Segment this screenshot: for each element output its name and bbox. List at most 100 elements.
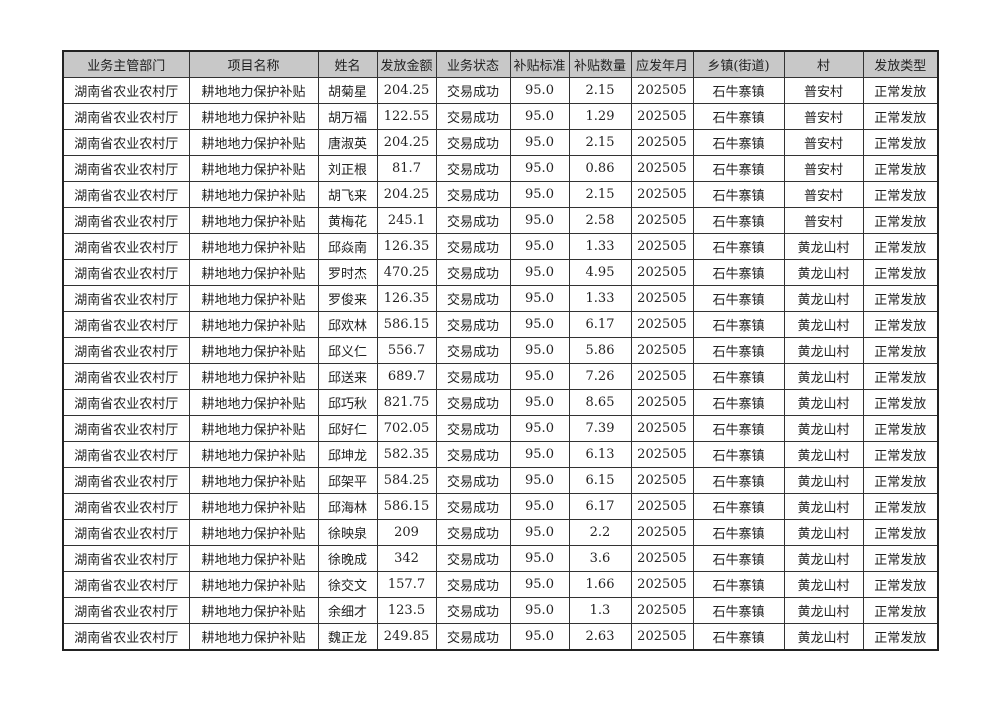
cell-amount: 209 xyxy=(376,519,437,546)
cell-month: 202505 xyxy=(630,259,694,286)
cell-village: 普安村 xyxy=(783,129,864,156)
cell-type: 正常发放 xyxy=(862,597,939,624)
cell-type: 正常发放 xyxy=(862,415,939,442)
cell-township: 石牛寨镇 xyxy=(692,389,785,416)
cell-township: 石牛寨镇 xyxy=(692,519,785,546)
cell-village: 黄龙山村 xyxy=(783,519,864,546)
cell-amount: 126.35 xyxy=(376,233,437,260)
cell-name: 邱海林 xyxy=(317,493,378,520)
cell-department: 湖南省农业农村厅 xyxy=(62,207,190,234)
cell-standard: 95.0 xyxy=(509,181,570,208)
cell-type: 正常发放 xyxy=(862,467,939,494)
cell-standard: 95.0 xyxy=(509,129,570,156)
cell-quantity: 2.15 xyxy=(568,77,632,104)
cell-name: 邱送来 xyxy=(317,363,378,390)
cell-status: 交易成功 xyxy=(435,337,511,364)
cell-project: 耕地地力保护补贴 xyxy=(188,571,319,598)
cell-month: 202505 xyxy=(630,441,694,468)
cell-department: 湖南省农业农村厅 xyxy=(62,181,190,208)
cell-standard: 95.0 xyxy=(509,493,570,520)
cell-village: 黄龙山村 xyxy=(783,259,864,286)
table-row: 湖南省农业农村厅 耕地地力保护补贴 邱义仁 556.7 交易成功 95.0 5.86 2025… xyxy=(62,337,939,364)
cell-month: 202505 xyxy=(630,389,694,416)
cell-project: 耕地地力保护补贴 xyxy=(188,467,319,494)
cell-name: 胡菊星 xyxy=(317,77,378,104)
cell-amount: 586.15 xyxy=(376,311,437,338)
table-row: 湖南省农业农村厅 耕地地力保护补贴 徐晚成 342 交易成功 95.0 3.6 202505 石… xyxy=(62,545,939,572)
cell-type: 正常发放 xyxy=(862,389,939,416)
cell-standard: 95.0 xyxy=(509,155,570,182)
cell-quantity: 6.17 xyxy=(568,311,632,338)
cell-standard: 95.0 xyxy=(509,103,570,130)
cell-village: 黄龙山村 xyxy=(783,311,864,338)
cell-project: 耕地地力保护补贴 xyxy=(188,415,319,442)
cell-amount: 126.35 xyxy=(376,285,437,312)
cell-village: 黄龙山村 xyxy=(783,597,864,624)
cell-department: 湖南省农业农村厅 xyxy=(62,155,190,182)
cell-department: 湖南省农业农村厅 xyxy=(62,545,190,572)
cell-project: 耕地地力保护补贴 xyxy=(188,597,319,624)
cell-status: 交易成功 xyxy=(435,519,511,546)
header-month: 应发年月 xyxy=(630,50,694,78)
cell-village: 黄龙山村 xyxy=(783,363,864,390)
cell-quantity: 1.33 xyxy=(568,285,632,312)
cell-township: 石牛寨镇 xyxy=(692,441,785,468)
cell-project: 耕地地力保护补贴 xyxy=(188,389,319,416)
header-amount: 发放金额 xyxy=(376,50,437,78)
subsidy-table: 业务主管部门 项目名称 姓名 发放金额 业务状态 补贴标准 补贴数量 应发年月 乡镇(街道) 村发… xyxy=(62,50,939,651)
cell-department: 湖南省农业农村厅 xyxy=(62,311,190,338)
cell-quantity: 6.13 xyxy=(568,441,632,468)
cell-amount: 204.25 xyxy=(376,129,437,156)
cell-amount: 245.1 xyxy=(376,207,437,234)
cell-village: 黄龙山村 xyxy=(783,415,864,442)
cell-department: 湖南省农业农村厅 xyxy=(62,597,190,624)
cell-township: 石牛寨镇 xyxy=(692,493,785,520)
cell-month: 202505 xyxy=(630,103,694,130)
header-department: 业务主管部门 xyxy=(62,50,190,78)
table-row: 湖南省农业农村厅 耕地地力保护补贴 唐淑英 204.25 交易成功 95.0 2.15 202… xyxy=(62,129,939,156)
cell-village: 黄龙山村 xyxy=(783,337,864,364)
cell-department: 湖南省农业农村厅 xyxy=(62,441,190,468)
cell-standard: 95.0 xyxy=(509,441,570,468)
cell-village: 黄龙山村 xyxy=(783,441,864,468)
cell-status: 交易成功 xyxy=(435,129,511,156)
cell-status: 交易成功 xyxy=(435,441,511,468)
cell-type: 正常发放 xyxy=(862,207,939,234)
cell-township: 石牛寨镇 xyxy=(692,259,785,286)
cell-month: 202505 xyxy=(630,337,694,364)
cell-department: 湖南省农业农村厅 xyxy=(62,233,190,260)
cell-township: 石牛寨镇 xyxy=(692,129,785,156)
cell-township: 石牛寨镇 xyxy=(692,597,785,624)
cell-month: 202505 xyxy=(630,597,694,624)
cell-township: 石牛寨镇 xyxy=(692,103,785,130)
cell-quantity: 2.15 xyxy=(568,181,632,208)
cell-amount: 204.25 xyxy=(376,77,437,104)
cell-township: 石牛寨镇 xyxy=(692,545,785,572)
cell-project: 耕地地力保护补贴 xyxy=(188,337,319,364)
cell-name: 邱巧秋 xyxy=(317,389,378,416)
cell-quantity: 2.58 xyxy=(568,207,632,234)
cell-name: 邱焱南 xyxy=(317,233,378,260)
cell-quantity: 2.15 xyxy=(568,129,632,156)
table-row: 湖南省农业农村厅 耕地地力保护补贴 魏正龙 249.85 交易成功 95.0 2.63 202… xyxy=(62,623,939,651)
cell-township: 石牛寨镇 xyxy=(692,467,785,494)
cell-name: 徐交文 xyxy=(317,571,378,598)
cell-village: 普安村 xyxy=(783,103,864,130)
cell-quantity: 1.66 xyxy=(568,571,632,598)
cell-village: 黄龙山村 xyxy=(783,285,864,312)
cell-village: 普安村 xyxy=(783,155,864,182)
cell-quantity: 4.95 xyxy=(568,259,632,286)
cell-project: 耕地地力保护补贴 xyxy=(188,545,319,572)
table-row: 湖南省农业农村厅 耕地地力保护补贴 罗时杰 470.25 交易成功 95.0 4.95 202… xyxy=(62,259,939,286)
cell-name: 邱好仁 xyxy=(317,415,378,442)
cell-name: 唐淑英 xyxy=(317,129,378,156)
cell-status: 交易成功 xyxy=(435,467,511,494)
cell-status: 交易成功 xyxy=(435,363,511,390)
cell-name: 徐晚成 xyxy=(317,545,378,572)
cell-amount: 157.7 xyxy=(376,571,437,598)
cell-township: 石牛寨镇 xyxy=(692,337,785,364)
cell-status: 交易成功 xyxy=(435,493,511,520)
cell-status: 交易成功 xyxy=(435,545,511,572)
cell-amount: 556.7 xyxy=(376,337,437,364)
cell-month: 202505 xyxy=(630,155,694,182)
